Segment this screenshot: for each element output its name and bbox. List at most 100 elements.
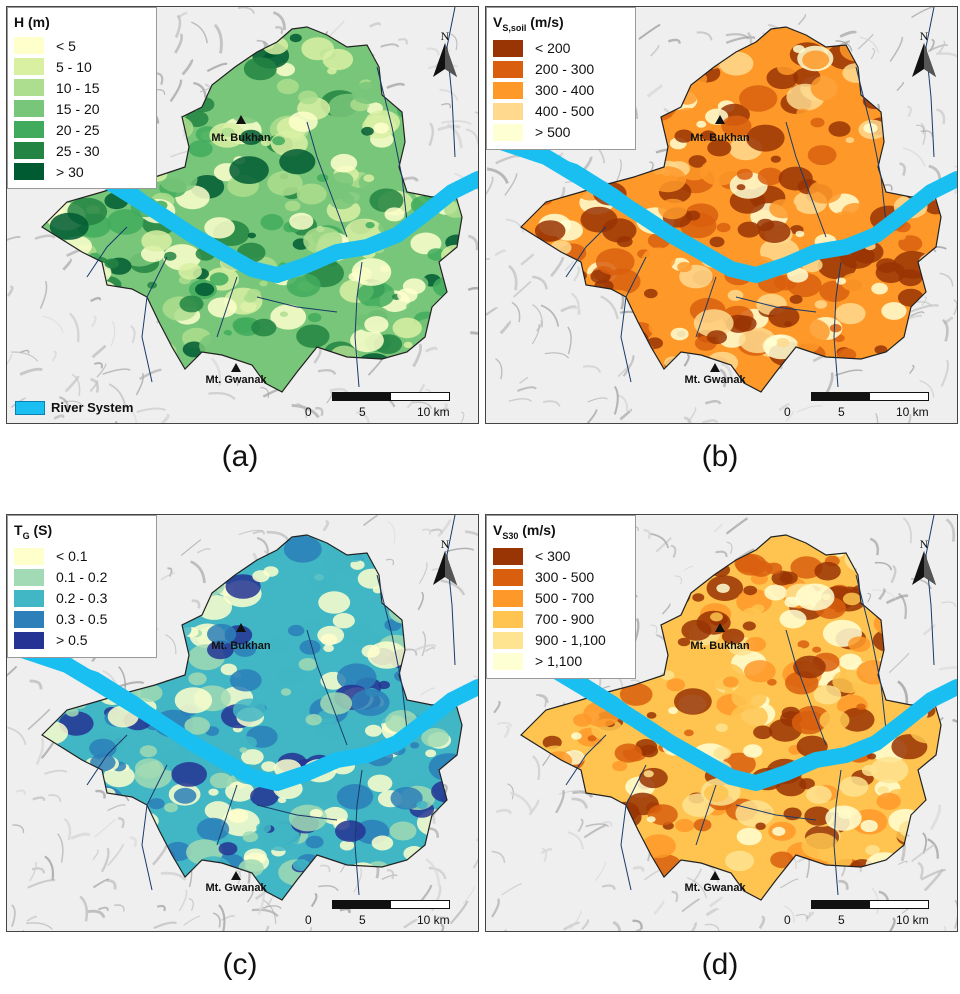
legend-swatch [14, 100, 44, 117]
legend-title: TG (S) [14, 522, 150, 541]
legend-swatch [14, 547, 44, 565]
stream-line [354, 769, 363, 896]
scale-bar-fill [812, 393, 870, 400]
legend-box: VS,soil (m/s) < 200 200 - 300 300 - 400 400 … [486, 7, 636, 150]
stream-line [855, 574, 887, 731]
legend-label: 400 - 500 [535, 103, 595, 120]
legend-item: < 300 [493, 546, 629, 567]
peak-gwanak-label: Mt. Gwanak [205, 882, 267, 894]
peak-gwanak-label: Mt. Gwanak [684, 374, 746, 386]
legend-label: 0.1 - 0.2 [56, 569, 108, 586]
legend-title-subscript: S30 [502, 530, 519, 541]
scale-bar [811, 392, 929, 401]
peak-bukhan-label: Mt. Bukhan [690, 640, 750, 652]
peak-gwanak-icon [710, 871, 720, 880]
scale-labels: 0 5 10 km [782, 405, 957, 419]
legend-label: < 5 [56, 37, 76, 54]
stream-line [695, 784, 717, 846]
legend-label: 0.2 - 0.3 [56, 590, 108, 607]
legend-label: 10 - 15 [56, 79, 100, 96]
legend-item: 0.1 - 0.2 [14, 567, 150, 588]
scale-label-mid: 5 [359, 913, 366, 927]
legend-item: 300 - 400 [493, 80, 629, 101]
river-branch [66, 662, 179, 733]
panel-label-d: (d) [701, 948, 739, 981]
legend-label: > 0.5 [56, 632, 88, 649]
legend-label: < 300 [535, 548, 571, 565]
legend-swatch [493, 123, 523, 141]
legend-item: 0.3 - 0.5 [14, 609, 150, 630]
legend-swatch [14, 37, 44, 54]
stream-line [735, 296, 817, 313]
peak-gwanak-icon [710, 363, 720, 372]
stream-line [354, 261, 363, 388]
river-han [486, 129, 957, 283]
north-letter: N [441, 29, 450, 43]
peak-bukhan-label: Mt. Bukhan [211, 640, 271, 652]
scale-label-zero: 0 [784, 405, 791, 419]
peak-gwanak: Mt. Gwanak [205, 871, 267, 894]
legend-label: 300 - 500 [535, 569, 595, 586]
legend-item: 15 - 20 [14, 98, 150, 119]
legend-swatch [14, 79, 44, 96]
peak-bukhan-label: Mt. Bukhan [690, 132, 750, 144]
stream-line [785, 121, 827, 238]
stream-line [306, 121, 348, 238]
legend-item: 500 - 700 [493, 588, 629, 609]
legend-swatch [14, 142, 44, 159]
scale-bar-fill [333, 901, 391, 908]
legend-label: 20 - 25 [56, 121, 100, 138]
legend-item: 400 - 500 [493, 101, 629, 122]
peak-bukhan-icon [715, 115, 725, 124]
peak-bukhan: Mt. Bukhan [211, 115, 271, 144]
panel-label-b: (b) [701, 440, 739, 473]
north-letter: N [920, 537, 929, 551]
river-legend: River System [15, 400, 133, 415]
legend-item: 5 - 10 [14, 56, 150, 77]
scale-bar-fill [333, 393, 391, 400]
peak-gwanak-icon [231, 363, 241, 372]
map-panel-a: Mt. Bukhan Mt. Gwanak H (m) < 5 5 - 10 10 -… [6, 6, 479, 424]
stream-line [86, 734, 128, 786]
legend-box: VS30 (m/s) < 300 300 - 500 500 - 700 700 - 9… [486, 515, 636, 679]
panel-label-a: (a) [221, 440, 259, 473]
peak-bukhan: Mt. Bukhan [211, 623, 271, 652]
legend-swatch [493, 610, 523, 628]
legend-swatch [14, 610, 44, 628]
legend-swatch [14, 631, 44, 649]
peak-gwanak: Mt. Gwanak [205, 363, 267, 386]
stream-line [855, 66, 887, 223]
scale-label-zero: 0 [784, 913, 791, 927]
legend-label: < 200 [535, 40, 571, 57]
scale-label-end: 10 km [417, 405, 450, 419]
legend-item: > 30 [14, 161, 150, 182]
scale-label-zero: 0 [305, 405, 312, 419]
legend-title-symbol: V [493, 522, 503, 538]
stream-line [256, 296, 338, 313]
peak-gwanak-label: Mt. Gwanak [205, 374, 267, 386]
stream-line [620, 256, 647, 383]
legend-item: 0.2 - 0.3 [14, 588, 150, 609]
stream-line [565, 734, 607, 786]
legend-swatch [493, 39, 523, 57]
river-han [7, 637, 478, 791]
peak-bukhan-icon [715, 623, 725, 632]
legend-item: 900 - 1,100 [493, 630, 629, 651]
legend-title-subscript: S,soil [502, 22, 527, 33]
peak-bukhan: Mt. Bukhan [690, 115, 750, 144]
legend-title-unit: (m/s) [518, 522, 556, 538]
legend-title-unit: (S) [29, 522, 53, 538]
legend-item: < 5 [14, 35, 150, 56]
river-branch [545, 154, 658, 225]
peak-gwanak: Mt. Gwanak [684, 363, 746, 386]
map-panel-d: Mt. Bukhan Mt. Gwanak VS30 (m/s) < 300 300… [485, 514, 958, 932]
stream-line [620, 764, 647, 891]
panel-label-c: (c) [222, 948, 258, 981]
legend-item: 300 - 500 [493, 567, 629, 588]
legend-item: < 0.1 [14, 546, 150, 567]
legend-item: > 0.5 [14, 630, 150, 651]
scale-label-end: 10 km [417, 913, 450, 927]
legend-label: 15 - 20 [56, 100, 100, 117]
stream-line [376, 66, 408, 223]
scale-label-end: 10 km [896, 405, 929, 419]
